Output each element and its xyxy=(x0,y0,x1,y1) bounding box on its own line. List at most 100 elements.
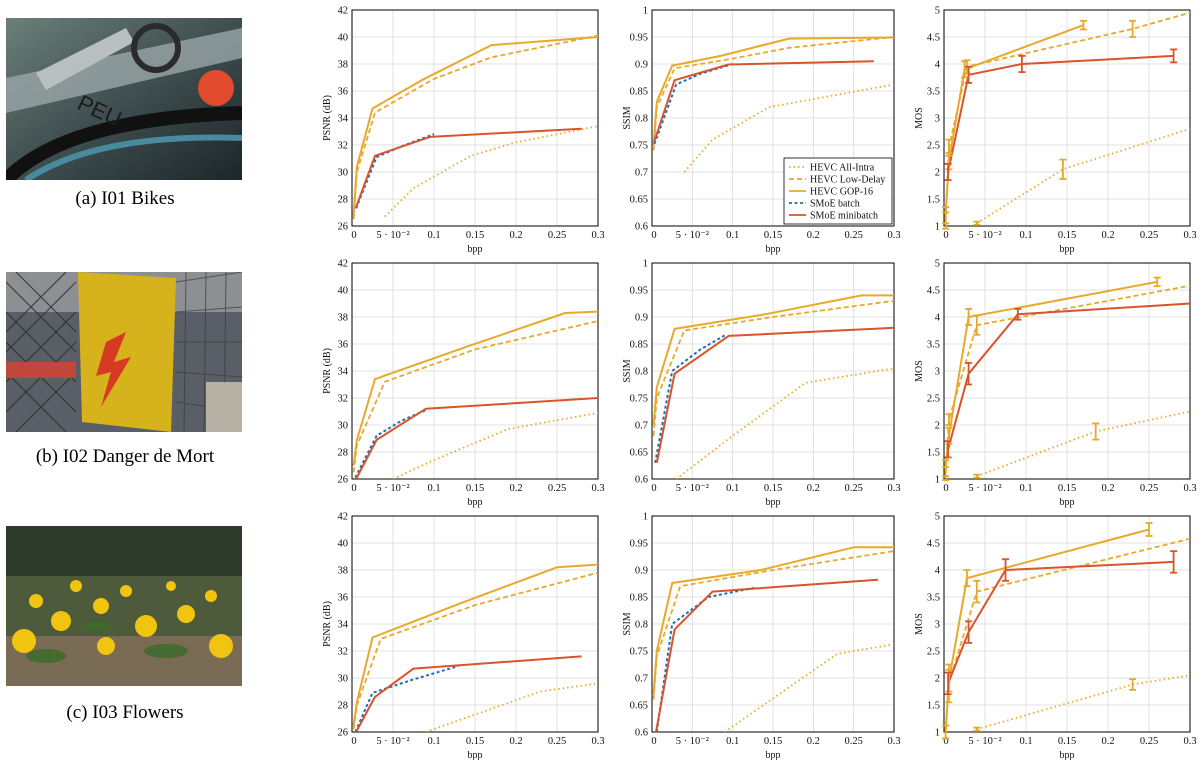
x-tick-label: 0.1 xyxy=(1019,230,1032,241)
x-tick-label: 0 xyxy=(351,736,356,747)
y-tick-label: 0.7 xyxy=(635,421,648,432)
legend-label-smoe-batch: SMoE batch xyxy=(810,199,860,210)
x-tick-label: 5 · 10⁻² xyxy=(968,483,1001,494)
y-tick-label: 28 xyxy=(338,701,349,712)
y-tick-label: 0.8 xyxy=(635,620,648,631)
plot-svg: 0 5 · 10⁻² 0.1 0.15 0.2 0.25 0.3 26 28 30 32 34 36 38… xyxy=(322,259,605,509)
legend-label-hevc-all-intra: HEVC All-Intra xyxy=(810,163,875,174)
y-tick-label: 38 xyxy=(338,313,349,324)
x-tick-label: 0.15 xyxy=(1058,483,1076,494)
y-axis-label: MOS xyxy=(914,360,925,382)
x-tick-label: 0.3 xyxy=(887,736,900,747)
x-tick-label: 0 xyxy=(651,230,656,241)
x-axis-label: bpp xyxy=(468,497,483,508)
y-tick-label: 1 xyxy=(643,259,648,270)
plot-svg: 0 5 · 10⁻² 0.1 0.15 0.2 0.25 0.3 0.6 0.65 0.7 0.75… xyxy=(622,6,901,256)
y-axis-label: MOS xyxy=(914,107,925,129)
plot-svg: 0 5 · 10⁻² 0.1 0.15 0.2 0.25 0.3 26 28 30 32 34 36 38… xyxy=(322,6,605,256)
x-axis-label: bpp xyxy=(1060,750,1075,760)
y-tick-label: 0.85 xyxy=(630,593,648,604)
y-tick-label: 30 xyxy=(338,674,349,685)
plot-svg: 0 5 · 10⁻² 0.1 0.15 0.2 0.25 0.3 0.6 0.65 0.7 0.75… xyxy=(622,259,901,509)
plot-frame xyxy=(351,515,599,733)
y-tick-label: 0.95 xyxy=(630,33,648,44)
error-bar-hevc-all-intra xyxy=(973,220,981,226)
error-bar-smoe-minibatch xyxy=(1014,308,1022,321)
caption-i02: (b) I02 Danger de Mort xyxy=(35,446,215,467)
x-tick-label: 0.25 xyxy=(844,230,862,241)
legend-label-hevc-low-delay: HEVC Low-Delay xyxy=(810,175,885,186)
y-tick-label: 38 xyxy=(338,566,349,577)
x-tick-label: 0.1 xyxy=(726,736,739,747)
y-tick-label: 3.5 xyxy=(927,87,940,98)
error-bar-hevc-gop-16 xyxy=(942,724,950,740)
y-tick-label: 36 xyxy=(338,593,349,604)
i03-psnr-plot: 0 5 · 10⁻² 0.1 0.15 0.2 0.25 0.3 26 28 30 32 34 36 38… xyxy=(322,512,605,760)
x-tick-label: 5 · 10⁻² xyxy=(968,736,1001,747)
series-line-hevc-gop-16-i03-flowers-mos xyxy=(944,528,1150,732)
x-tick-label: 0.3 xyxy=(887,230,900,241)
y-tick-label: 0.65 xyxy=(630,448,648,459)
error-bar-hevc-gop-16 xyxy=(942,459,950,478)
y-tick-label: 30 xyxy=(338,421,349,432)
series-line-hevc-all-intra-i02-danger-de-mort-psnr xyxy=(392,412,598,479)
y-tick-label: 1 xyxy=(935,222,940,233)
y-tick-label: 26 xyxy=(338,475,349,486)
error-bar-hevc-low-delay xyxy=(973,314,981,336)
x-tick-label: 5 · 10⁻² xyxy=(968,230,1001,241)
x-tick-label: 0.2 xyxy=(807,483,820,494)
y-tick-label: 0.6 xyxy=(635,475,648,486)
y-axis-label: SSIM xyxy=(622,359,633,382)
caption-i01: (a) I01 Bikes xyxy=(75,188,175,209)
x-tick-label: 5 · 10⁻² xyxy=(376,483,409,494)
i01-ssim-plot: 0 5 · 10⁻² 0.1 0.15 0.2 0.25 0.3 0.6 0.65 0.7 0.75… xyxy=(622,6,901,256)
series-line-smoe-minibatch-i02-danger-de-mort-psnr xyxy=(355,397,598,479)
x-tick-label: 0.2 xyxy=(1101,736,1114,747)
x-tick-label: 0.1 xyxy=(1019,736,1032,747)
caption-i03: (c) I03 Flowers xyxy=(66,702,184,723)
y-tick-label: 0.9 xyxy=(635,60,648,71)
y-tick-label: 42 xyxy=(338,512,349,523)
x-tick-label: 0 xyxy=(943,230,948,241)
error-bar-hevc-all-intra xyxy=(1059,158,1067,180)
x-tick-label: 0.3 xyxy=(591,230,604,241)
x-tick-label: 0.25 xyxy=(1140,230,1158,241)
x-tick-label: 0.3 xyxy=(1183,230,1196,241)
series-line-hevc-all-intra-i02-danger-de-mort-mos xyxy=(976,410,1190,478)
x-tick-label: 5 · 10⁻² xyxy=(376,230,409,241)
error-bar-hevc-all-intra xyxy=(973,473,981,479)
flowers-thumbnail xyxy=(6,526,242,686)
i01-psnr-plot: 0 5 · 10⁻² 0.1 0.15 0.2 0.25 0.3 26 28 30 32 34 36 38… xyxy=(322,6,605,256)
x-tick-label: 5 · 10⁻² xyxy=(676,483,709,494)
x-tick-label: 0 xyxy=(943,736,948,747)
error-bar-hevc-gop-16 xyxy=(1079,19,1087,31)
series-line-smoe-minibatch-i01-bikes-psnr xyxy=(355,127,582,208)
x-tick-label: 0 xyxy=(351,230,356,241)
y-axis-label: SSIM xyxy=(622,612,633,635)
x-tick-label: 0 xyxy=(351,483,356,494)
y-tick-label: 32 xyxy=(338,141,349,152)
y-tick-label: 28 xyxy=(338,195,349,206)
x-tick-label: 0.15 xyxy=(764,230,782,241)
plot-svg: 0 5 · 10⁻² 0.1 0.15 0.2 0.25 0.3 1 1.5 2 2.5 3 3.5 4 4… xyxy=(914,6,1197,256)
y-tick-label: 32 xyxy=(338,647,349,658)
x-axis-label: bpp xyxy=(766,750,781,760)
y-tick-label: 3 xyxy=(935,620,940,631)
y-tick-label: 1 xyxy=(643,512,648,523)
y-tick-label: 42 xyxy=(338,6,349,17)
x-tick-label: 0.25 xyxy=(844,483,862,494)
error-bar-smoe-minibatch xyxy=(944,671,952,696)
series-line-hevc-low-delay-i02-danger-de-mort-ssim xyxy=(652,299,894,436)
error-bar-smoe-minibatch xyxy=(944,440,952,459)
error-bar-hevc-low-delay xyxy=(945,413,953,426)
y-tick-label: 1 xyxy=(643,6,648,17)
bikes-photo-icon: PEU xyxy=(6,18,242,180)
series-line-smoe-minibatch-i03-flowers-ssim xyxy=(655,578,878,732)
i02-psnr-plot: 0 5 · 10⁻² 0.1 0.15 0.2 0.25 0.3 26 28 30 32 34 36 38… xyxy=(322,259,605,509)
x-tick-label: 0.1 xyxy=(726,230,739,241)
error-bar-hevc-all-intra xyxy=(973,726,981,732)
flowers-photo-icon xyxy=(6,526,242,686)
x-axis-label: bpp xyxy=(1060,497,1075,508)
y-axis-label: MOS xyxy=(914,613,925,635)
y-tick-label: 1.5 xyxy=(927,195,940,206)
